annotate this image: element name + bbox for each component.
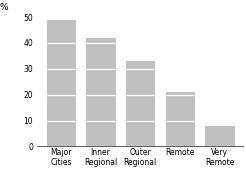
Bar bbox=[126, 61, 154, 146]
Text: %: % bbox=[0, 3, 9, 12]
Bar bbox=[166, 92, 194, 146]
Bar bbox=[86, 38, 115, 146]
Bar bbox=[205, 126, 234, 146]
Bar bbox=[46, 20, 75, 146]
